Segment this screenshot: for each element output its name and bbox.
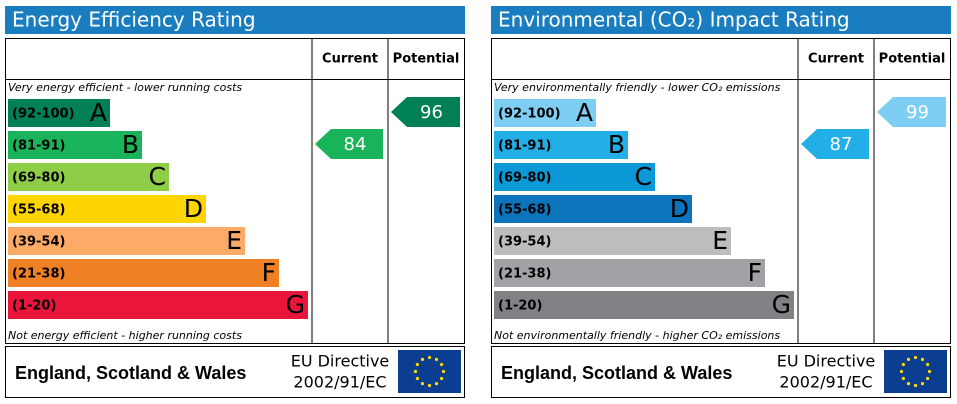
eu-star [913,383,918,388]
frame [5,38,465,344]
eu-star [434,357,439,361]
band-letter: G [772,290,791,319]
band-range: (81-91) [498,139,551,154]
header-current: Current [808,52,864,67]
band-letter: C [149,162,166,191]
band-range: (92-100) [12,107,75,122]
band [8,259,279,287]
directive-line1: EU Directive [777,352,876,371]
directive-line2: 2002/91/EC [779,373,872,392]
band-range: (55-68) [498,203,551,218]
header-potential: Potential [879,52,946,67]
band-letter: D [670,194,689,223]
potential-arrow [391,97,460,127]
bottom-note: Not environmentally friendly - higher CO… [494,329,780,342]
band-letter: F [262,258,276,287]
band [494,163,655,191]
band-letter: G [286,290,305,319]
title-bar [491,6,951,34]
band-letter: A [90,98,107,127]
band-range: (55-68) [12,203,65,218]
band [8,131,142,159]
band-range: (21-38) [12,267,65,282]
band-letter: B [122,130,139,159]
eu-star [415,376,419,381]
band [494,131,628,159]
band [8,291,308,319]
band [8,99,110,127]
title-bar [5,6,465,34]
footer-frame [5,346,465,398]
eu-star [920,357,925,361]
eu-star [434,382,439,386]
eu-star [415,362,419,367]
eu-star [427,355,432,360]
panel-title: Energy Efficiency Rating [12,8,256,32]
eu-star [441,369,446,374]
eu-star [899,369,904,374]
band-range: (39-54) [498,235,551,250]
potential-rating: 99 [906,102,929,123]
band [494,227,731,255]
band-range: (1-20) [12,299,56,314]
band [8,227,245,255]
band-range: (81-91) [12,139,65,154]
eu-star [440,362,444,367]
band-letter: D [184,194,203,223]
band-range: (92-100) [498,107,561,122]
band-letter: B [608,130,625,159]
band-range: (39-54) [12,235,65,250]
band-letter: E [712,226,728,255]
directive-line1: EU Directive [291,352,390,371]
band [8,163,169,191]
eu-star [413,369,418,374]
top-note: Very energy efficient - lower running co… [8,81,242,94]
eu-star [901,362,905,367]
band-range: (69-80) [498,171,551,186]
eu-star [427,383,432,388]
eu-star [920,382,925,386]
band-range: (1-20) [498,299,542,314]
potential-arrow [877,97,946,127]
current-rating: 87 [830,134,853,155]
eu-star [906,382,911,386]
eu-star [926,362,930,367]
directive-line2: 2002/91/EC [293,373,386,392]
eu-star [927,369,932,374]
band-letter: A [576,98,593,127]
footer-region: England, Scotland & Wales [15,363,246,383]
eu-star [440,376,444,381]
band-letter: E [226,226,242,255]
eu-star [906,357,911,361]
current-arrow [801,129,869,159]
band [494,99,596,127]
footer-frame [491,346,951,398]
eu-star [901,376,905,381]
panel-title: Environmental (CO₂) Impact Rating [498,8,850,32]
band [494,259,765,287]
bottom-note: Not energy efficient - higher running co… [8,329,242,342]
band-range: (69-80) [12,171,65,186]
top-note: Very environmentally friendly - lower CO… [494,81,781,94]
band [494,291,794,319]
band-range: (21-38) [498,267,551,282]
header-current: Current [322,52,378,67]
band-letter: F [748,258,762,287]
frame [491,38,951,344]
footer-region: England, Scotland & Wales [501,363,732,383]
header-potential: Potential [393,52,460,67]
eu-star [420,382,425,386]
band-letter: C [635,162,652,191]
band [8,195,206,223]
eu-star [913,355,918,360]
current-rating: 84 [344,134,367,155]
potential-rating: 96 [420,102,443,123]
band [494,195,692,223]
current-arrow [315,129,383,159]
eu-star [420,357,425,361]
eu-star [926,376,930,381]
